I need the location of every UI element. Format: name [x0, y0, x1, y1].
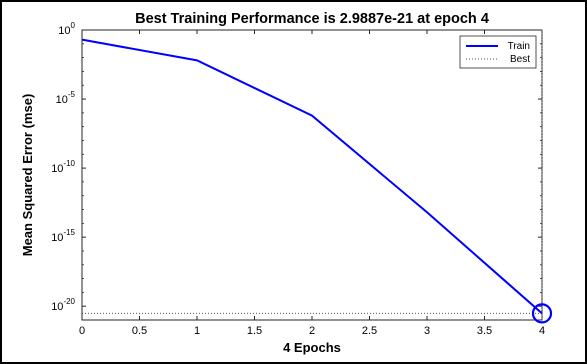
x-tick-label: 1	[194, 325, 200, 337]
axes-box	[81, 29, 543, 321]
x-tick-label: 0	[79, 325, 85, 337]
train-series-line	[81, 38, 543, 315]
y-tick-label: 10-5	[56, 90, 76, 106]
legend-box	[459, 35, 537, 69]
x-tick-label: 0.5	[132, 325, 147, 337]
y-tick-label: 10-15	[51, 228, 75, 244]
legend: Train Best	[459, 35, 537, 69]
best-lines	[82, 30, 543, 320]
legend-best-label: Best	[510, 54, 530, 65]
x-tick-label: 4	[539, 325, 545, 337]
legend-train-label: Train	[508, 41, 530, 52]
x-tick-label: 2.5	[362, 325, 377, 337]
best-point-marker	[531, 303, 553, 324]
y-tick-label: 10-10	[51, 159, 75, 175]
y-axis-title: Mean Squared Error (mse)	[20, 94, 35, 257]
y-tick-label: 10-20	[51, 297, 75, 313]
x-tick-label: 3.5	[477, 325, 492, 337]
tick-marks: 0 0.5 1 1.5 2 2.5 3 3.5 4 100 10-5 10-10 10-15 10-20	[51, 21, 545, 337]
x-tick-label: 3	[424, 325, 430, 337]
x-axis-title: 4 Epochs	[283, 340, 341, 355]
x-tick-label: 2	[309, 325, 315, 337]
y-tick-label: 100	[58, 21, 75, 37]
x-tick-label: 1.5	[247, 325, 262, 337]
chart-title: Best Training Performance is 2.9887e-21 …	[135, 11, 489, 27]
